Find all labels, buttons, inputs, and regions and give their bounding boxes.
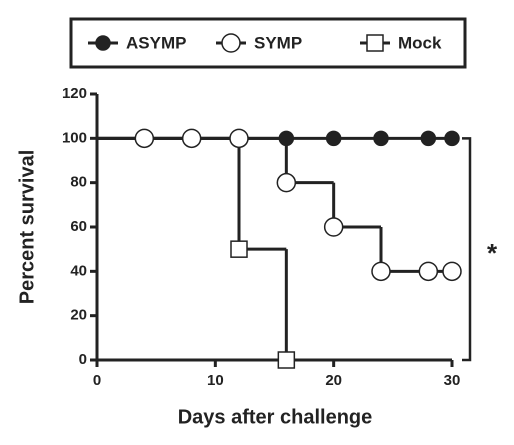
x-tick-label: 10 — [207, 372, 224, 389]
legend-box — [69, 17, 467, 69]
marker — [230, 240, 248, 258]
y-axis-label: Percent survival — [16, 150, 38, 305]
annotation: * — [487, 238, 498, 268]
marker — [323, 217, 344, 237]
y-tick-label: 80 — [70, 174, 87, 191]
marker — [95, 35, 111, 51]
y-tick-label: 120 — [62, 85, 87, 102]
x-axis-label: Days after challenge — [178, 406, 373, 428]
marker — [418, 261, 439, 282]
marker — [277, 351, 296, 369]
marker — [373, 130, 389, 147]
legend-label: ASYMP — [126, 33, 186, 52]
x-tick-label: 20 — [325, 372, 342, 389]
marker — [229, 128, 249, 149]
legend-label: Mock — [398, 33, 442, 52]
marker — [181, 128, 202, 149]
y-tick-label: 0 — [79, 351, 87, 368]
marker — [325, 130, 342, 147]
y-tick-label: 60 — [70, 218, 87, 235]
bracket — [462, 137, 472, 362]
marker — [276, 172, 297, 193]
marker — [420, 130, 437, 147]
marker — [366, 34, 384, 52]
y-tick-label: 20 — [70, 307, 87, 324]
x-tick-label: 0 — [93, 372, 101, 389]
marker — [371, 261, 391, 282]
legend-label: SYMP — [254, 33, 302, 52]
y-tick-label: 40 — [70, 262, 87, 279]
x-tick-label: 30 — [444, 372, 461, 389]
marker — [221, 33, 241, 53]
marker — [442, 261, 462, 282]
y-tick-label: 100 — [62, 129, 87, 146]
marker — [134, 128, 155, 149]
marker — [278, 130, 295, 147]
marker — [444, 130, 460, 147]
